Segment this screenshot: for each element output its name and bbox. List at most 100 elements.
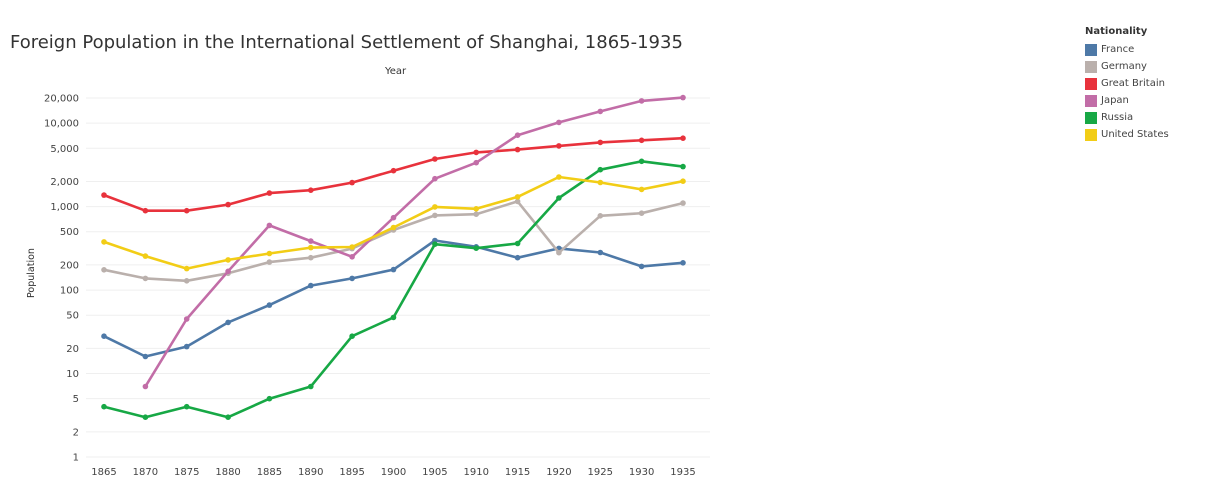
data-point-united-states[interactable] [638,186,645,193]
legend-item-great-britain[interactable]: Great Britain [1085,75,1169,92]
y-tick-label: 10,000 [44,119,79,130]
data-point-france[interactable] [308,282,314,289]
legend-item-japan[interactable]: Japan [1085,92,1169,109]
data-point-great-britain[interactable] [142,207,149,214]
data-point-russia[interactable] [183,403,190,410]
data-point-japan[interactable] [432,175,438,182]
data-point-japan[interactable] [473,159,480,166]
data-point-japan[interactable] [680,94,686,101]
data-point-japan[interactable] [308,238,314,244]
data-point-great-britain[interactable] [349,179,355,186]
data-point-russia[interactable] [597,166,604,173]
data-point-united-states[interactable] [556,174,562,180]
data-point-united-states[interactable] [473,206,480,212]
data-point-japan[interactable] [266,222,273,229]
legend-item-france[interactable]: France [1085,41,1169,58]
legend: Nationality France Germany Great Britain Ja… [1085,26,1169,143]
legend-item-russia[interactable]: Russia [1085,109,1169,126]
data-point-great-britain[interactable] [101,192,107,198]
legend-swatch [1085,94,1097,107]
data-point-germany[interactable] [101,267,107,273]
data-point-russia[interactable] [142,414,149,421]
legend-title: Nationality [1085,26,1148,37]
data-point-united-states[interactable] [597,179,604,186]
data-point-united-states[interactable] [225,257,231,263]
data-point-great-britain[interactable] [514,146,521,153]
x-tick-label: 1910 [463,467,488,478]
data-point-great-britain[interactable] [266,190,273,196]
data-point-russia[interactable] [514,240,521,247]
data-point-united-states[interactable] [390,224,397,231]
data-point-united-states[interactable] [101,239,107,245]
data-point-russia[interactable] [638,158,645,165]
data-point-united-states[interactable] [142,253,149,259]
data-point-great-britain[interactable] [390,167,397,174]
data-point-japan[interactable] [597,108,604,115]
data-point-france[interactable] [142,353,149,360]
data-point-russia[interactable] [432,241,438,247]
data-point-france[interactable] [514,254,521,261]
data-point-great-britain[interactable] [432,156,438,162]
data-point-united-states[interactable] [349,244,355,250]
data-point-great-britain[interactable] [225,201,231,208]
data-point-great-britain[interactable] [473,149,480,156]
data-point-japan[interactable] [349,253,355,260]
data-point-japan[interactable] [142,383,149,390]
data-point-france[interactable] [266,302,273,308]
legend-item-germany[interactable]: Germany [1085,58,1169,75]
data-point-russia[interactable] [101,403,107,410]
data-point-germany[interactable] [638,210,645,216]
data-point-japan[interactable] [556,119,562,126]
data-point-russia[interactable] [556,195,562,201]
data-point-russia[interactable] [266,395,273,402]
data-point-france[interactable] [638,263,645,270]
data-point-france[interactable] [680,260,686,266]
data-point-germany[interactable] [556,249,562,256]
data-point-russia[interactable] [308,383,314,390]
data-point-germany[interactable] [514,198,521,205]
data-point-united-states[interactable] [183,265,190,272]
data-point-germany[interactable] [142,275,149,282]
y-tick-label: 1 [73,453,79,464]
data-point-united-states[interactable] [266,250,273,257]
data-point-germany[interactable] [680,200,686,206]
data-point-japan[interactable] [183,316,190,322]
data-point-germany[interactable] [183,278,190,284]
data-point-germany[interactable] [308,254,314,261]
data-point-france[interactable] [349,275,355,282]
data-point-japan[interactable] [514,132,521,138]
y-tick-label: 20 [66,344,79,355]
data-point-united-states[interactable] [514,194,521,200]
data-point-germany[interactable] [432,212,438,219]
data-point-japan[interactable] [390,214,397,221]
data-point-france[interactable] [225,319,231,326]
data-point-france[interactable] [183,343,190,350]
data-point-germany[interactable] [266,259,273,265]
data-point-germany[interactable] [473,211,480,217]
data-point-great-britain[interactable] [638,137,645,144]
data-point-great-britain[interactable] [597,139,604,146]
series-line-united-states [102,175,685,270]
data-point-france[interactable] [597,249,604,256]
data-point-france[interactable] [390,266,397,273]
data-point-russia[interactable] [680,163,686,170]
data-point-united-states[interactable] [308,244,314,251]
data-point-russia[interactable] [225,414,231,421]
data-point-japan[interactable] [638,98,645,104]
data-point-united-states[interactable] [432,204,438,210]
data-point-great-britain[interactable] [556,143,562,149]
data-point-france[interactable] [101,333,107,340]
data-point-russia[interactable] [390,314,397,321]
data-point-great-britain[interactable] [680,135,686,141]
data-point-russia[interactable] [473,245,480,251]
legend-item-united-states[interactable]: United States [1085,126,1169,143]
data-point-russia[interactable] [349,333,355,340]
data-point-united-states[interactable] [680,178,686,184]
series-france [101,237,686,360]
data-point-japan[interactable] [225,268,231,275]
data-point-great-britain[interactable] [183,207,190,214]
y-tick-label: 2 [73,427,79,438]
data-point-germany[interactable] [597,213,604,219]
legend-label: United States [1101,129,1169,140]
data-point-great-britain[interactable] [308,187,314,193]
